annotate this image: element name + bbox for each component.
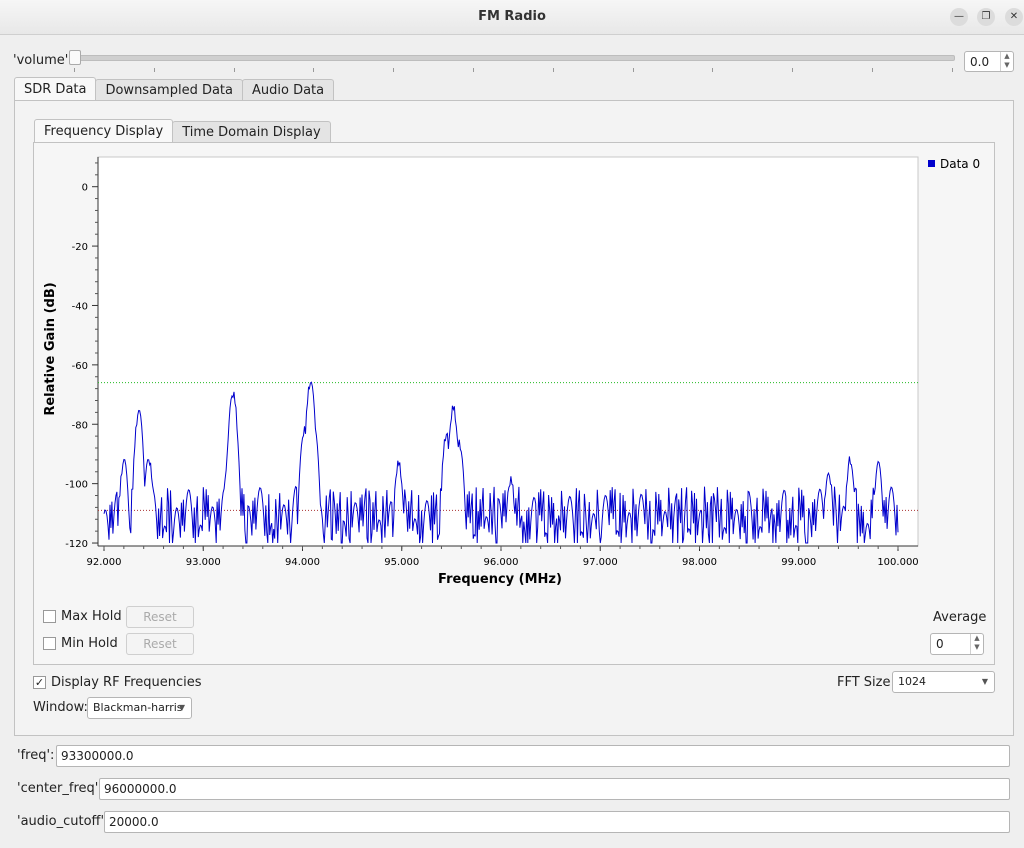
audio-cutoff-label: 'audio_cutoff': [17, 814, 109, 829]
x-tick-label: 93.000 [186, 557, 221, 568]
top-tabbar: SDR Data Downsampled Data Audio Data [14, 77, 335, 102]
x-tick-label: 97.000 [583, 557, 618, 568]
spin-arrows-icon[interactable]: ▲ ▼ [970, 634, 983, 654]
slider-tick [233, 68, 235, 72]
slider-tick [951, 68, 953, 72]
audio-cutoff-field[interactable]: 20000.0 [104, 811, 1010, 833]
chevron-down-icon: ▼ [178, 703, 185, 712]
x-tick-label: 96.000 [484, 557, 519, 568]
min-hold-checkbox[interactable] [43, 637, 56, 650]
x-tick-label: 99.000 [781, 557, 816, 568]
y-tick-label: -100 [65, 480, 88, 491]
series-line-data-0 [103, 381, 899, 544]
volume-slider-handle[interactable] [69, 50, 81, 65]
tab-frequency-display[interactable]: Frequency Display [34, 119, 174, 144]
x-axis-label: Frequency (MHz) [438, 572, 562, 587]
x-tick-label: 95.000 [384, 557, 419, 568]
fft-size-value: 1024 [898, 675, 926, 688]
y-tick-label: -80 [72, 420, 88, 431]
min-hold-label: Min Hold [61, 636, 118, 651]
x-tick-label: 92.000 [87, 557, 122, 568]
tab-audio-data[interactable]: Audio Data [242, 79, 335, 102]
slider-tick [792, 68, 794, 72]
slider-tick [74, 68, 75, 72]
window-label: Window: [33, 700, 88, 715]
slider-tick [393, 68, 395, 72]
window-value: Blackman-harris [93, 701, 183, 714]
center-freq-label: 'center_freq': [17, 781, 103, 796]
slider-tick [473, 68, 474, 72]
spin-arrows-icon[interactable]: ▲ ▼ [1000, 52, 1013, 71]
max-hold-row[interactable]: Max Hold [43, 609, 122, 624]
window-select[interactable]: Blackman-harris ▼ [87, 697, 192, 719]
title-bar: FM Radio — ❐ ✕ [0, 0, 1024, 35]
average-spinbox[interactable]: 0 ▲ ▼ [930, 633, 984, 655]
y-axis: 0 -20 -40 -60 -80 -100 -120 [65, 157, 99, 550]
display-rf-label: Display RF Frequencies [51, 675, 202, 690]
window-title: FM Radio [478, 9, 546, 24]
y-axis-label: Relative Gain (dB) [43, 282, 58, 415]
average-value: 0 [936, 637, 944, 651]
slider-tick [632, 68, 634, 72]
slider-tick [153, 68, 155, 72]
tab-downsampled-data[interactable]: Downsampled Data [95, 79, 243, 102]
slider-tick [712, 68, 714, 72]
average-label: Average [933, 610, 987, 625]
close-icon[interactable]: ✕ [1005, 8, 1023, 26]
tab-time-domain-display[interactable]: Time Domain Display [172, 121, 331, 144]
y-tick-label: -60 [72, 361, 88, 372]
x-tick-label: 100.000 [877, 557, 918, 568]
freq-field[interactable]: 93300000.0 [56, 745, 1010, 767]
sub-tabbar: Frequency Display Time Domain Display [34, 119, 331, 144]
volume-spinbox[interactable]: 0.0 ▲ ▼ [964, 51, 1014, 72]
minimize-icon[interactable]: — [950, 8, 968, 26]
display-rf-row[interactable]: ✓ Display RF Frequencies [33, 675, 202, 690]
restore-icon[interactable]: ❐ [977, 8, 995, 26]
legend-swatch [928, 160, 935, 167]
volume-slider[interactable] [73, 55, 955, 61]
max-hold-label: Max Hold [61, 609, 122, 624]
max-hold-reset-button[interactable]: Reset [126, 606, 194, 628]
x-axis: 92.000 93.000 94.000 95.000 96.000 97.000 98.0… [87, 545, 919, 568]
volume-label: 'volume' [13, 53, 69, 68]
slider-tick [552, 68, 554, 72]
tab-sdr-data[interactable]: SDR Data [14, 77, 97, 102]
volume-value: 0.0 [970, 55, 990, 69]
legend-entry-data-0: Data 0 [940, 157, 980, 171]
y-tick-label: -120 [65, 539, 88, 550]
y-tick-label: 0 [82, 183, 88, 194]
slider-tick [872, 68, 873, 72]
display-rf-checkbox[interactable]: ✓ [33, 676, 46, 689]
max-hold-checkbox[interactable] [43, 610, 56, 623]
x-tick-label: 94.000 [285, 557, 320, 568]
y-tick-label: -20 [72, 242, 88, 253]
slider-tick [313, 68, 315, 72]
fft-size-label: FFT Size: [837, 675, 895, 690]
plot-canvas [97, 156, 919, 547]
center-freq-field[interactable]: 96000000.0 [99, 778, 1010, 800]
fft-size-select[interactable]: 1024 ▼ [892, 671, 995, 693]
freq-label: 'freq': [17, 748, 55, 763]
chevron-down-icon: ▼ [981, 677, 988, 686]
x-tick-label: 98.000 [682, 557, 717, 568]
frequency-plot[interactable]: 0 -20 -40 -60 -80 -100 -120 92.000 93.000 94.000… [34, 143, 992, 598]
min-hold-reset-button[interactable]: Reset [126, 633, 194, 655]
min-hold-row[interactable]: Min Hold [43, 636, 118, 651]
y-tick-label: -40 [72, 301, 88, 312]
